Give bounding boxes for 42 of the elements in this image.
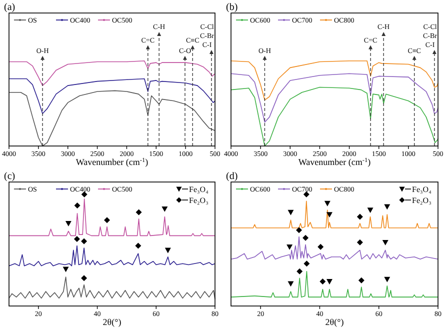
point [304, 260, 310, 267]
x-axis-title: 2θ(°) [325, 317, 344, 327]
point [296, 227, 302, 234]
legend-label: Fe₂O₃ [189, 196, 209, 205]
point [288, 210, 294, 216]
point [318, 244, 324, 250]
point [81, 275, 88, 282]
point [164, 248, 171, 254]
legend-label: Fe₂O₃ [412, 196, 432, 205]
x-axis-title: 2θ(°) [102, 317, 122, 327]
point [288, 281, 294, 287]
point [326, 279, 332, 284]
point [136, 209, 142, 216]
point [74, 236, 80, 242]
point [302, 234, 309, 241]
point [320, 278, 326, 284]
point [367, 208, 374, 214]
point [162, 206, 168, 212]
chart-title: (a) [4, 2, 16, 13]
point [74, 202, 80, 209]
legend-label: Fe₃O₄ [189, 185, 209, 194]
x-axis-title: Wavenumber (cm$^{-1}$) [76, 156, 148, 167]
point [324, 200, 330, 206]
point [326, 212, 332, 218]
point [62, 266, 69, 272]
point [135, 242, 142, 249]
point [384, 276, 390, 282]
legend-label: Fe₃O₄ [412, 185, 432, 194]
point [296, 268, 303, 274]
point [356, 214, 363, 220]
point [81, 238, 88, 244]
point [286, 244, 293, 250]
point [384, 204, 390, 210]
point [382, 240, 388, 246]
point [104, 217, 110, 224]
point [358, 277, 364, 284]
point [356, 239, 363, 246]
point [65, 221, 72, 226]
chart-title: (b) [226, 2, 238, 13]
chart-title: (d) [226, 171, 238, 182]
x-axis-title: Wavenumber (cm$^{-1}$) [298, 156, 371, 167]
chart-title: (c) [4, 171, 16, 182]
